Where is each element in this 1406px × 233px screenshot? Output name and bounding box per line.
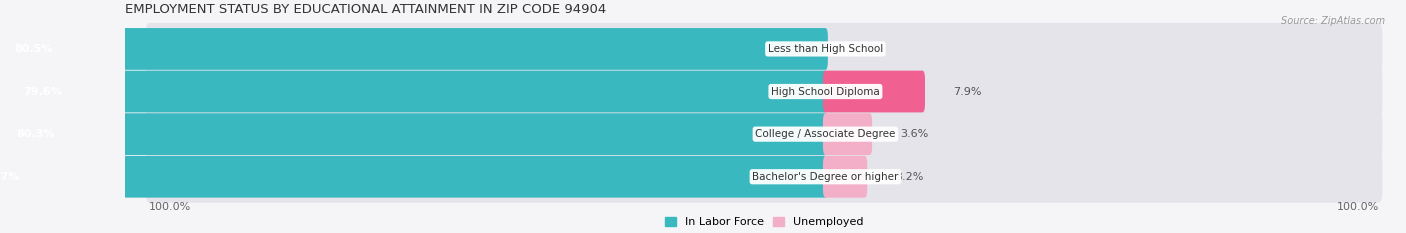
FancyBboxPatch shape [823,71,925,112]
Text: 80.5%: 80.5% [14,44,52,54]
FancyBboxPatch shape [146,65,1382,117]
Text: 80.3%: 80.3% [15,129,55,139]
FancyBboxPatch shape [146,151,1382,203]
Text: 0.0%: 0.0% [856,44,884,54]
Text: Source: ZipAtlas.com: Source: ZipAtlas.com [1281,16,1385,26]
Legend: In Labor Force, Unemployed: In Labor Force, Unemployed [661,212,868,232]
FancyBboxPatch shape [0,28,828,70]
Text: 100.0%: 100.0% [149,202,191,212]
FancyBboxPatch shape [146,23,1382,75]
FancyBboxPatch shape [0,113,828,155]
Text: 3.6%: 3.6% [900,129,928,139]
Text: 79.6%: 79.6% [22,86,62,96]
FancyBboxPatch shape [0,71,828,112]
Text: High School Diploma: High School Diploma [770,86,880,96]
Text: Less than High School: Less than High School [768,44,883,54]
FancyBboxPatch shape [823,113,872,155]
Text: EMPLOYMENT STATUS BY EDUCATIONAL ATTAINMENT IN ZIP CODE 94904: EMPLOYMENT STATUS BY EDUCATIONAL ATTAINM… [125,3,606,16]
Text: 100.0%: 100.0% [1336,202,1379,212]
FancyBboxPatch shape [823,156,868,198]
Text: College / Associate Degree: College / Associate Degree [755,129,896,139]
Text: Bachelor's Degree or higher: Bachelor's Degree or higher [752,172,898,182]
Text: 7.9%: 7.9% [953,86,981,96]
FancyBboxPatch shape [0,156,828,198]
Text: 83.7%: 83.7% [0,172,20,182]
Text: 3.2%: 3.2% [896,172,924,182]
FancyBboxPatch shape [146,108,1382,160]
